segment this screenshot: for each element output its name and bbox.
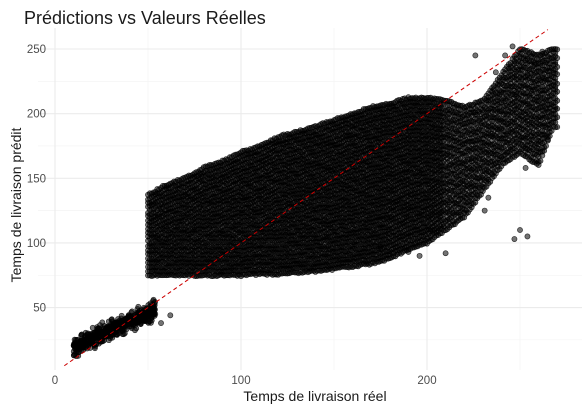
data-point [135, 303, 142, 310]
data-point [129, 308, 135, 315]
data-point [111, 320, 118, 326]
data-point [132, 327, 138, 334]
data-point [89, 324, 96, 331]
data-point [149, 308, 155, 315]
data-point [133, 318, 139, 325]
data-point [106, 326, 113, 333]
data-point [141, 317, 147, 323]
data-points [70, 43, 561, 360]
data-point [71, 343, 78, 350]
data-point [121, 316, 128, 323]
data-point [116, 319, 123, 326]
data-point [97, 328, 104, 335]
data-point [78, 331, 85, 338]
data-point [71, 352, 77, 359]
data-point [99, 319, 106, 326]
data-point [88, 332, 95, 339]
data-point [77, 343, 84, 350]
data-point [78, 338, 84, 344]
chart-title: Prédictions vs Valeurs Réelles [24, 8, 266, 28]
data-point [75, 348, 82, 355]
data-point [107, 335, 114, 342]
